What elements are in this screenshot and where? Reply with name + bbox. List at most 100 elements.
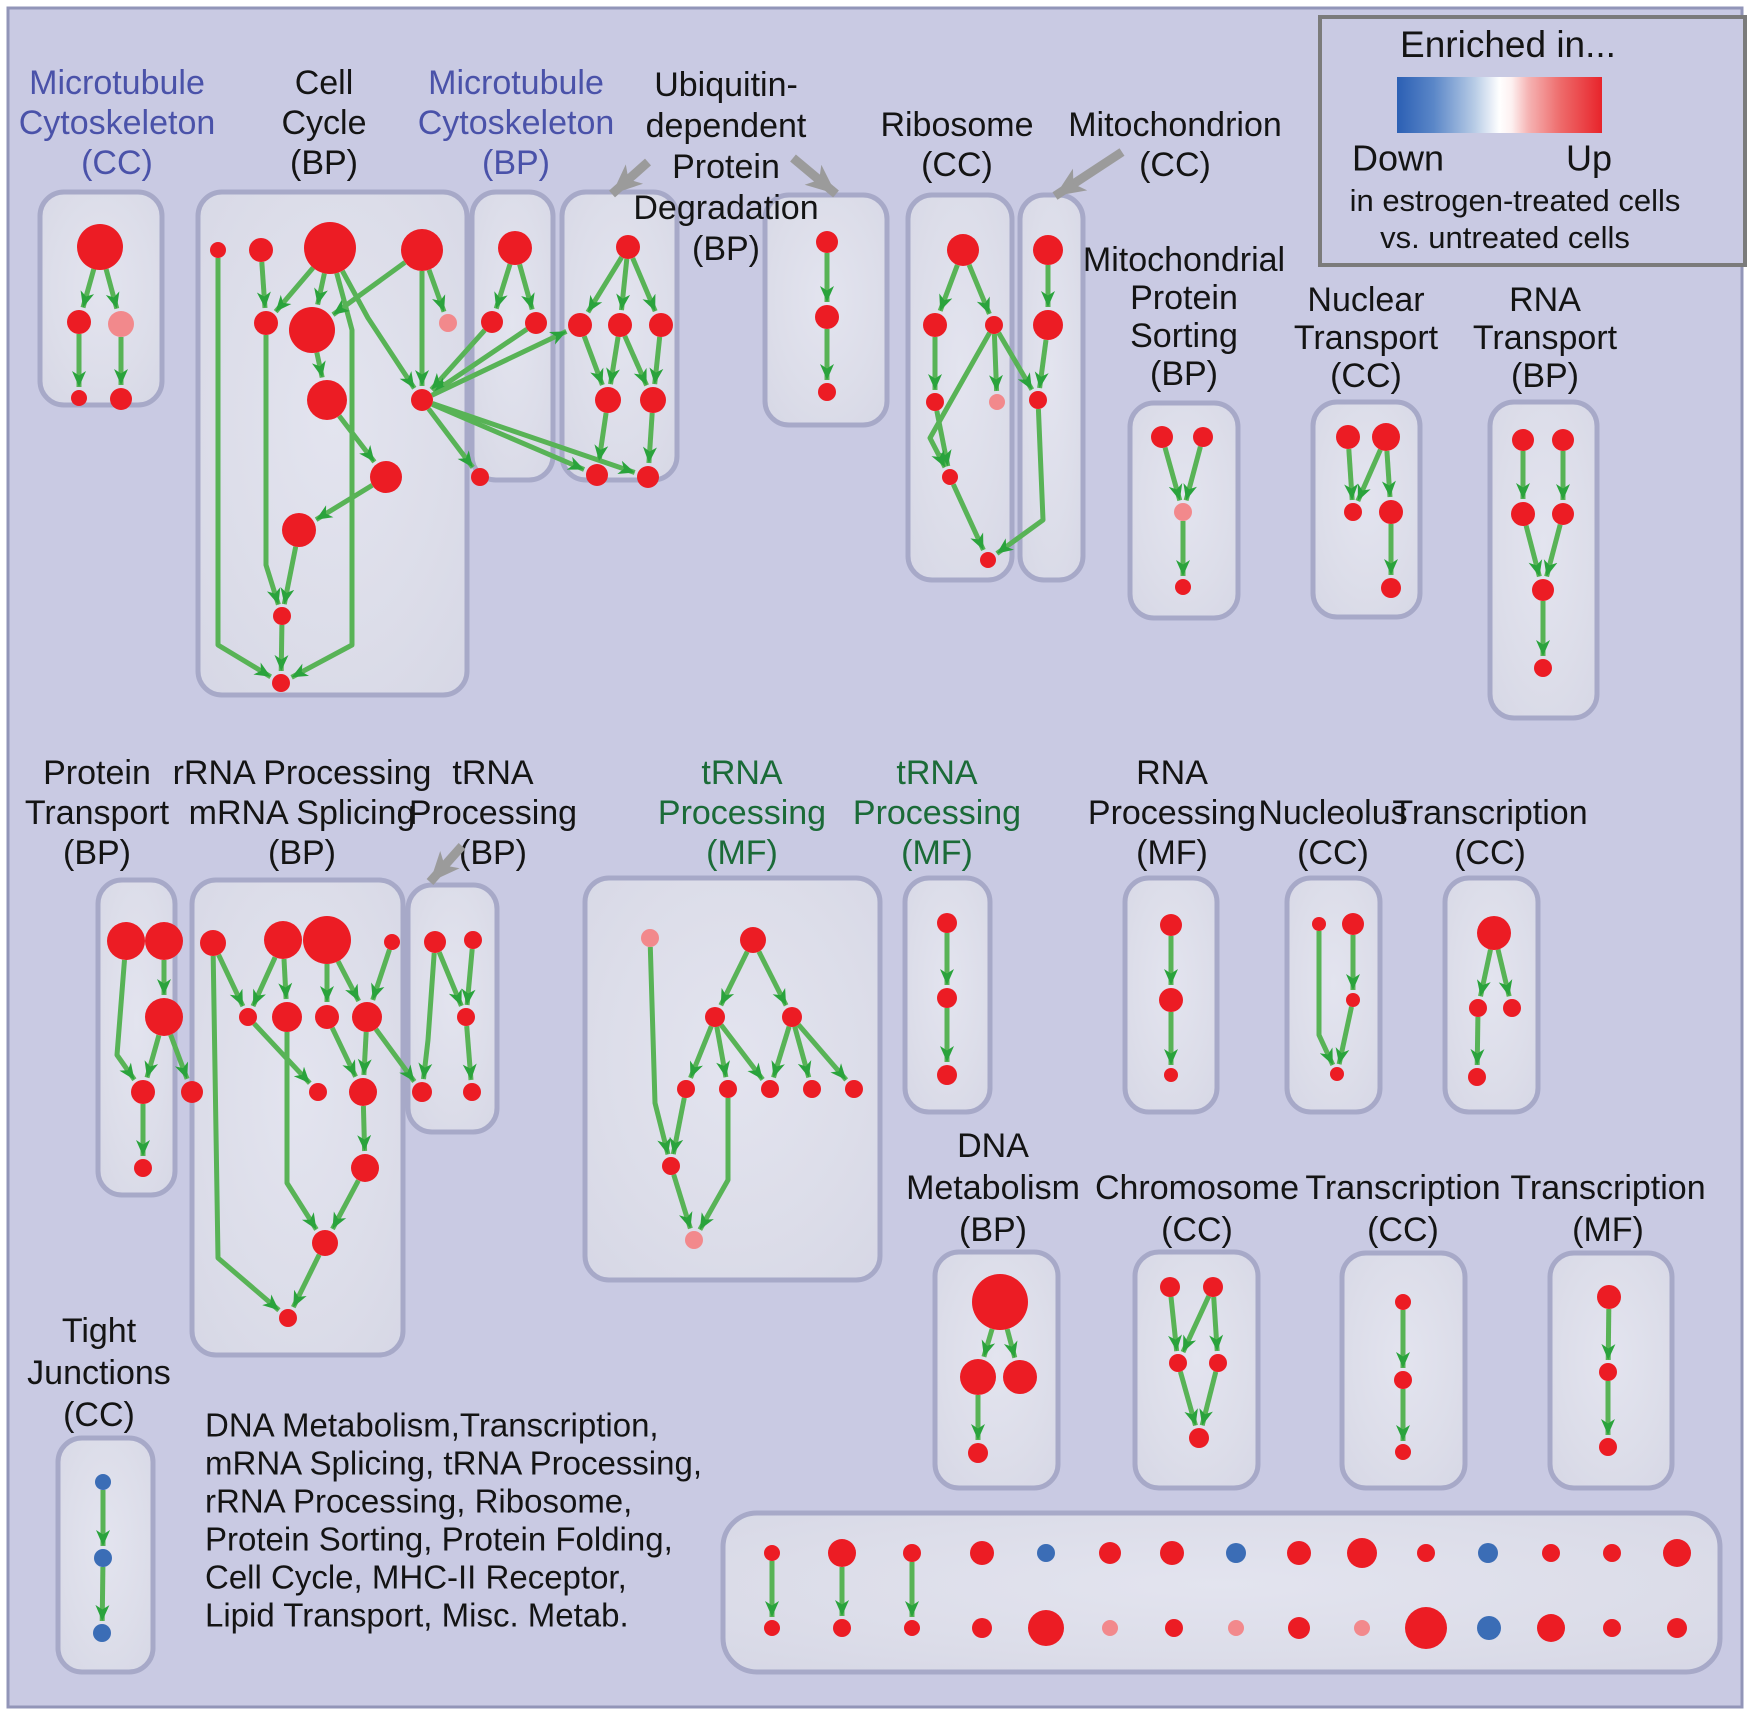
- go-term-node-wt9: [1347, 1538, 1377, 1568]
- go-term-node-f2: [985, 316, 1003, 334]
- go-term-node-u6: [586, 464, 608, 486]
- go-term-node-g1: [1033, 310, 1063, 340]
- cluster-label-trna-processing-bp-line3: (BP): [459, 834, 527, 872]
- go-term-node-b11: [273, 607, 291, 625]
- go-term-node-j0: [1512, 429, 1534, 451]
- edge-arrow-f2-f5: [927, 331, 992, 469]
- edge-arrow-u1-u4: [581, 335, 605, 386]
- edge-arrow-u5-u7: [642, 412, 657, 464]
- edge-arrow-r7-x3: [373, 1027, 417, 1083]
- go-term-node-e0: [816, 231, 838, 253]
- go-term-node-wb5: [1102, 1620, 1118, 1636]
- cluster-label-rna-transport-bp-line1: RNA: [1509, 281, 1581, 319]
- cluster-label-microtubule-cytoskeleton-cc-line1: Microtubule: [29, 64, 205, 102]
- cluster-label-trna-processing-mf-1-line3: (MF): [706, 834, 778, 872]
- edge-arrow-b3-b8: [426, 268, 447, 313]
- edge-arrow-r0-r13: [210, 955, 281, 1313]
- cluster-box-rna-transport-bp: [1487, 399, 1600, 721]
- go-term-node-b4: [254, 311, 278, 335]
- edge-arrow-t0-t2: [1495, 948, 1513, 997]
- edge-arrow-r11-r12: [330, 1179, 361, 1231]
- go-term-node-r0: [200, 930, 226, 956]
- edge-arrow-c0-c1: [493, 263, 513, 310]
- edge-arrow-u2-u5: [622, 334, 649, 387]
- go-term-node-i0: [1336, 425, 1360, 449]
- go-term-node-b3: [401, 229, 443, 271]
- edge-arrow-tj1-tj2: [95, 1566, 110, 1622]
- footnote-line-5: Cell Cycle, MHC-II Receptor,: [205, 1559, 627, 1596]
- edge-arrow-s0-s9: [647, 946, 671, 1156]
- go-term-node-s4: [677, 1080, 695, 1098]
- go-term-node-k3: [1209, 1354, 1227, 1372]
- edge-arrow-s1-s2: [718, 950, 750, 1007]
- cluster-label-microtubule-cytoskeleton-cc-line2: Cytoskeleton: [19, 104, 216, 142]
- cluster-label-cell-cycle-bp-line3: (BP): [290, 144, 358, 182]
- edge-arrow-b2-b5: [314, 272, 328, 306]
- go-term-node-wb1: [833, 1619, 851, 1637]
- edge-arrow-r5-r12: [284, 1032, 319, 1231]
- go-term-node-b9: [370, 461, 402, 493]
- edge-arrow-f2-f4: [988, 333, 1003, 392]
- cluster-label-transcription-cc-bottom-line2: (CC): [1367, 1211, 1439, 1249]
- go-term-node-f4: [989, 394, 1005, 410]
- go-term-node-m0: [937, 913, 957, 933]
- go-term-node-m2: [937, 1065, 957, 1085]
- cluster-label-rrna-processing-mrna-splicing-bp-line2: mRNA Splicing: [189, 794, 416, 832]
- go-term-node-e2: [818, 383, 836, 401]
- go-term-node-f1: [923, 313, 947, 337]
- go-term-node-wb9: [1354, 1620, 1370, 1636]
- go-term-node-h3: [1175, 579, 1191, 595]
- edge-arrow-b7-c3: [426, 407, 475, 469]
- cluster-label-rrna-processing-mrna-splicing-bp-line3: (BP): [268, 834, 336, 872]
- edge-arrow-b2-b7: [340, 269, 417, 390]
- go-term-node-wb7: [1228, 1620, 1244, 1636]
- footnote-line-1: DNA Metabolism,Transcription,: [205, 1407, 659, 1444]
- go-term-node-f3: [926, 393, 944, 411]
- go-term-node-r3: [384, 934, 400, 950]
- go-term-node-b2: [304, 222, 356, 274]
- edge-arrow-k3-k4: [1199, 1371, 1219, 1427]
- cluster-label-tight-junctions-cc-line2: Junctions: [27, 1354, 171, 1392]
- go-term-node-wb14: [1667, 1618, 1687, 1638]
- edge-arrow-u0-u1: [585, 255, 624, 314]
- go-term-node-p0: [107, 922, 145, 960]
- go-term-node-r13: [279, 1309, 297, 1327]
- edge-arrow-u0-u3: [630, 257, 658, 313]
- pointer-arrow-trna-bp-to-box: [426, 843, 466, 885]
- edge-arrow-b10-b11: [280, 546, 299, 605]
- cluster-box-dna-metabolism-bp: [932, 1249, 1061, 1491]
- cluster-label-rna-transport-bp-line3: (BP): [1511, 357, 1579, 395]
- edge-arrow-w0-w1: [1601, 1308, 1616, 1361]
- go-term-node-u4: [595, 387, 621, 413]
- go-term-node-x3: [412, 1082, 432, 1102]
- edge-arrow-b1-b4: [256, 261, 271, 309]
- go-term-node-j1: [1552, 429, 1574, 451]
- edge-arrow-p2-r8: [168, 1033, 190, 1080]
- go-term-node-s1: [740, 927, 766, 953]
- go-term-node-k0: [1160, 1277, 1180, 1297]
- cluster-label-cell-cycle-bp-line1: Cell: [295, 64, 354, 102]
- cluster-label-mitochondrial-protein-sorting-bp-line4: (BP): [1150, 355, 1218, 393]
- go-term-node-b1: [249, 238, 273, 262]
- go-term-node-m1: [937, 988, 957, 1008]
- cluster-label-chromosome-cc-line1: Chromosome: [1095, 1169, 1299, 1207]
- edge-arrow-n2-n3: [1335, 1006, 1354, 1065]
- cluster-label-rrna-processing-mrna-splicing-bp-line1: rRNA Processing: [173, 754, 432, 792]
- cluster-label-ubiquitin-degradation-bp-line1: Ubiquitin-: [654, 66, 798, 104]
- edge-arrow-g2-f6: [995, 408, 1046, 556]
- edge-arrow-s2-s4: [688, 1025, 714, 1079]
- cluster-box-transcription-cc-mid: [1442, 875, 1541, 1115]
- cluster-label-trna-processing-mf-2-line3: (MF): [901, 834, 973, 872]
- go-term-node-p2: [145, 998, 183, 1036]
- cluster-label-transcription-cc-bottom-line1: Transcription: [1305, 1169, 1500, 1207]
- cluster-label-dna-metabolism-bp-line2: Metabolism: [906, 1169, 1080, 1207]
- go-term-node-d3: [968, 1443, 988, 1463]
- go-term-node-r11: [351, 1154, 379, 1182]
- go-term-node-i4: [1381, 578, 1401, 598]
- go-term-node-s7: [803, 1080, 821, 1098]
- cluster-label-chromosome-cc-line2: (CC): [1161, 1211, 1233, 1249]
- edge-arrow-f5-f6: [951, 483, 986, 552]
- edge-arrow-s3-s8: [796, 1022, 849, 1082]
- edge-arrow-p2-p3: [144, 1034, 162, 1079]
